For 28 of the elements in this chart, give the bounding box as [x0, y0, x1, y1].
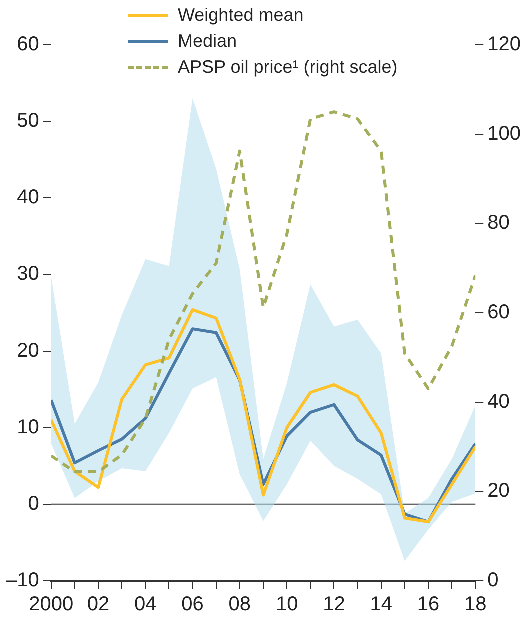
x-tick-label: 04	[134, 594, 157, 616]
x-tick-label: 18	[464, 594, 487, 616]
x-tick-label: 14	[370, 594, 392, 616]
x-tick-label: 08	[228, 594, 252, 616]
y2-tick-label: 100	[488, 122, 522, 145]
y2-tick-label: 80	[488, 212, 510, 234]
x-tick-label: 16	[417, 594, 440, 616]
y-tick-label: 50	[17, 110, 40, 132]
y-tick-label: 60	[17, 34, 40, 56]
y-tick-label: 20	[17, 340, 40, 362]
y-tick-label: 30	[17, 263, 40, 286]
y-tick-label: –10	[6, 570, 40, 592]
y2-tick-label: 0	[488, 570, 499, 592]
y-tick-label: 0	[28, 492, 40, 515]
x-tick-label: 2000	[29, 594, 74, 616]
y-tick-label: 40	[17, 186, 40, 209]
y-tick-label: 10	[17, 416, 40, 438]
x-tick-label: 02	[87, 594, 110, 616]
y2-tick-label: 40	[488, 390, 510, 413]
legend-label: Median	[178, 30, 238, 52]
legend-label: Weighted mean	[178, 4, 304, 26]
y2-tick-label: 120	[488, 34, 522, 56]
x-tick-label: 10	[276, 594, 298, 616]
legend-label: APSP oil price¹ (right scale)	[178, 56, 398, 78]
y2-tick-label: 60	[488, 302, 510, 324]
y2-tick-label: 20	[488, 480, 510, 502]
x-tick-label: 12	[323, 594, 346, 616]
x-tick-label: 06	[182, 594, 204, 616]
